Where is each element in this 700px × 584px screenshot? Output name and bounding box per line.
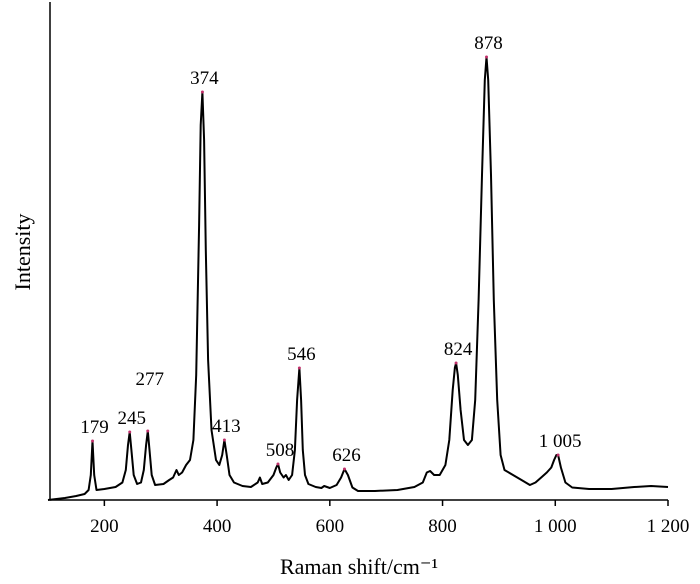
peak-label: 508 [266,440,295,461]
peak-label: 878 [474,33,503,54]
peak-marker [128,430,132,434]
peak-label: 626 [332,445,361,466]
x-tick-label: 400 [203,516,232,537]
peak-label: 824 [444,339,473,360]
peak-marker [297,366,301,370]
x-tick-label: 200 [90,516,119,537]
peak-label: 413 [212,416,241,437]
x-axis-label: Raman shift/cm⁻¹ [280,554,438,579]
peak-marker [222,438,226,442]
peak-marker [146,429,150,433]
peak-marker [556,453,560,457]
x-tick-label: 800 [428,516,457,537]
peak-marker [485,55,489,59]
y-axis-label: Intensity [10,214,35,291]
peak-marker [91,439,95,443]
x-tick-label: 1 000 [534,516,577,537]
peak-label: 245 [117,408,146,429]
peak-marker [342,467,346,471]
peak-label: 374 [190,68,219,89]
peak-marker [454,361,458,365]
x-tick-label: 600 [316,516,345,537]
peak-marker [276,462,280,466]
x-tick-label: 1 200 [647,516,690,537]
peak-label: 1 005 [539,431,582,452]
peak-label: 546 [287,344,316,365]
peak-marker [200,90,204,94]
peak-label: 179 [80,417,109,438]
peak-label: 277 [136,369,165,390]
